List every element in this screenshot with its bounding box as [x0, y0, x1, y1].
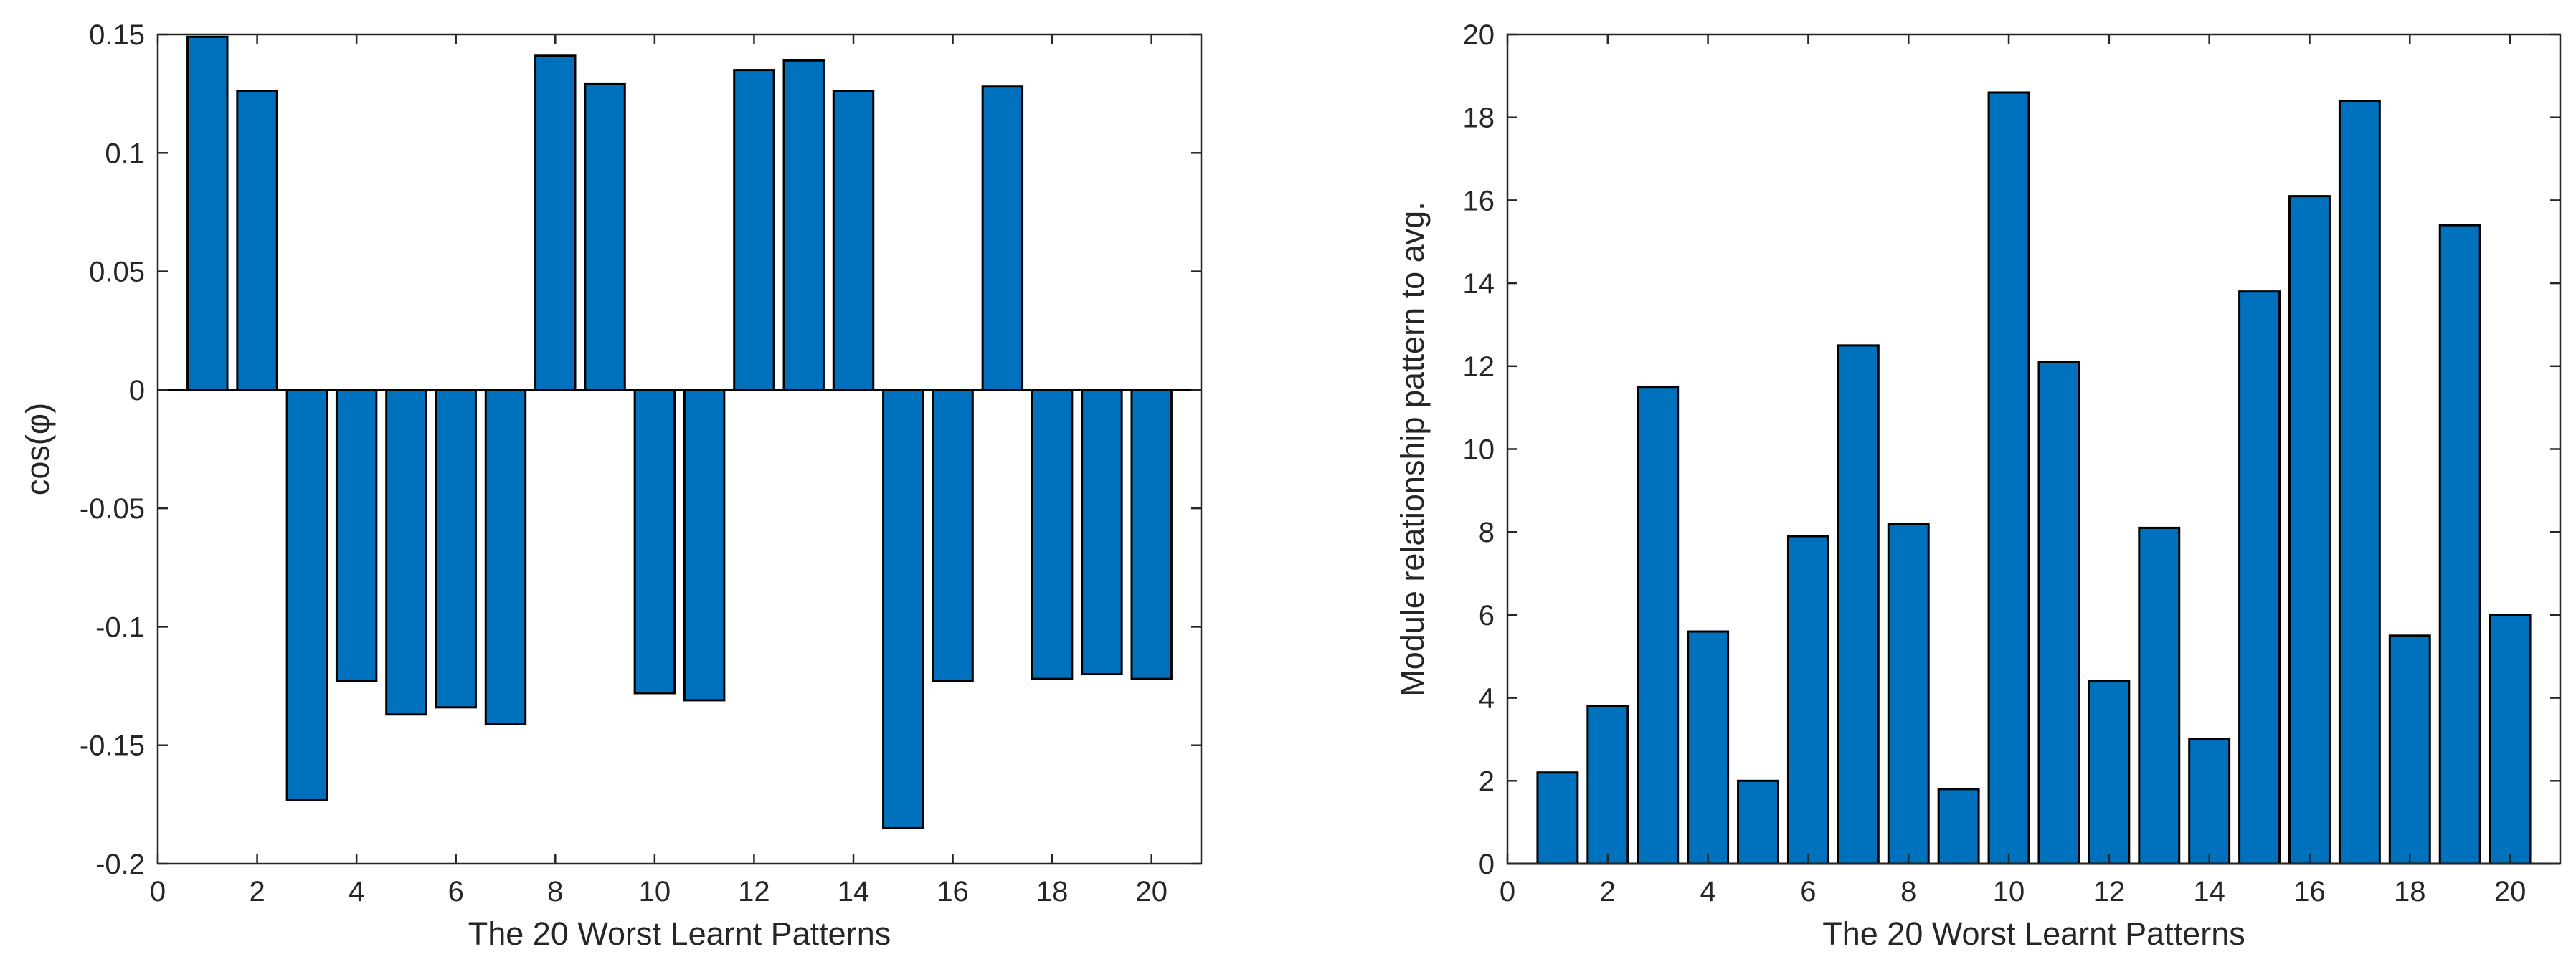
bar-19	[2438, 224, 2481, 865]
bar-20	[1130, 389, 1173, 680]
cosine-axis-ticks: 0 2 4 6 8 10 12 14 16 18 20 -0.2 -0.15 -0.1 -0.05 0 0.05…	[80, 19, 1201, 907]
bar-10	[1987, 91, 2030, 865]
plot-area-frame	[156, 33, 1203, 865]
y-axis-label: cos(φ)	[19, 403, 56, 495]
y-tick-label: 0	[129, 375, 145, 406]
x-tick-label: 4	[1700, 876, 1715, 907]
x-tick-label: 10	[1993, 876, 2025, 907]
x-tick-label: 16	[2293, 876, 2326, 907]
y-tick-label: 18	[1463, 103, 1495, 134]
bar-7	[484, 389, 527, 725]
x-tick-label: 16	[937, 876, 969, 907]
x-tick-label: 6	[448, 876, 464, 907]
bar-1	[186, 35, 229, 391]
bar-8	[534, 54, 577, 391]
bar-12	[2088, 680, 2131, 865]
x-tick-label: 14	[2193, 876, 2225, 907]
x-tick-label: 18	[2394, 876, 2426, 907]
y-tick-label: 8	[1479, 517, 1495, 548]
bar-18	[2388, 634, 2431, 865]
bar-9	[584, 82, 626, 391]
y-tick-label: 0	[1479, 849, 1495, 880]
bar-6	[1786, 535, 1829, 865]
bar-15	[2238, 290, 2281, 865]
bar-19	[1081, 389, 1123, 676]
x-tick-label: 20	[1135, 876, 1168, 907]
bar-13	[782, 59, 825, 391]
x-tick-label: 8	[1900, 876, 1916, 907]
module-relationship-chart: 0 2 4 6 8 10 12 14 16 18 20 0 2 4 6 8 10 12 14 16 18 20 The 2…	[1394, 19, 2562, 952]
x-tick-label: 12	[2093, 876, 2126, 907]
bar-14	[2188, 738, 2231, 865]
bar-6	[435, 389, 477, 709]
bar-7	[1837, 344, 1880, 865]
y-tick-label: 0.1	[105, 138, 145, 169]
bar-11	[683, 389, 726, 702]
bar-15	[882, 389, 924, 829]
y-tick-label: -0.1	[95, 611, 145, 643]
cosine-chart: 0 2 4 6 8 10 12 14 16 18 20 -0.2 -0.15 -0.1 -0.05 0 0.05…	[19, 19, 1203, 952]
y-tick-label: 4	[1479, 683, 1495, 715]
y-tick-label: 2	[1479, 766, 1495, 797]
x-tick-label: 4	[349, 876, 364, 907]
x-tick-label: 8	[547, 876, 563, 907]
y-tick-label: 20	[1463, 19, 1495, 51]
bar-3	[285, 389, 328, 801]
bar-10	[633, 389, 676, 695]
x-tick-label: 20	[2494, 876, 2527, 907]
x-tick-label: 6	[1800, 876, 1816, 907]
bar-16	[932, 389, 974, 682]
x-tick-label: 18	[1036, 876, 1069, 907]
y-tick-label: -0.05	[80, 493, 145, 525]
y-tick-label: -0.2	[95, 849, 145, 880]
x-tick-label: 14	[838, 876, 870, 907]
bar-1	[1536, 771, 1579, 865]
y-tick-label: 12	[1463, 351, 1495, 383]
bar-2	[236, 90, 278, 391]
bar-12	[733, 69, 775, 391]
x-tick-label: 10	[639, 876, 671, 907]
bar-2	[1586, 705, 1629, 865]
y-tick-label: 0.15	[89, 19, 145, 51]
y-tick-label: 0.05	[89, 257, 145, 288]
y-axis-label: Module relationship pattern to avg.	[1394, 201, 1431, 696]
x-tick-label: 2	[1600, 876, 1616, 907]
bar-5	[385, 389, 427, 716]
bar-9	[1937, 788, 1980, 865]
y-tick-label: 6	[1479, 600, 1495, 632]
bar-14	[832, 90, 875, 391]
y-tick-label: -0.15	[80, 730, 145, 762]
cosine-bars	[186, 35, 1173, 829]
bar-18	[1031, 389, 1074, 680]
bar-3	[1637, 386, 1680, 865]
bar-16	[2288, 195, 2331, 865]
bar-8	[1887, 523, 1930, 865]
bar-17	[981, 85, 1024, 391]
module-relationship-bars	[1536, 91, 2532, 865]
bar-17	[2338, 100, 2381, 865]
bar-11	[2037, 361, 2080, 865]
module-relationship-axis-ticks: 0 2 4 6 8 10 12 14 16 18 20 0 2 4 6 8 10 12 14 16 18 20	[1463, 19, 2560, 907]
bar-13	[2138, 526, 2181, 865]
bar-4	[335, 389, 378, 682]
x-axis-label: The 20 Worst Learnt Patterns	[1822, 915, 2245, 952]
x-tick-label: 0	[1500, 876, 1515, 907]
bar-5	[1737, 779, 1779, 865]
x-tick-label: 12	[738, 876, 770, 907]
x-tick-label: 0	[150, 876, 166, 907]
y-tick-label: 14	[1463, 268, 1495, 300]
bar-4	[1687, 630, 1730, 865]
bar-20	[2489, 614, 2532, 865]
y-tick-label: 16	[1463, 185, 1495, 216]
y-tick-label: 10	[1463, 434, 1495, 466]
x-axis-label: The 20 Worst Learnt Patterns	[468, 915, 891, 952]
x-tick-label: 2	[249, 876, 265, 907]
